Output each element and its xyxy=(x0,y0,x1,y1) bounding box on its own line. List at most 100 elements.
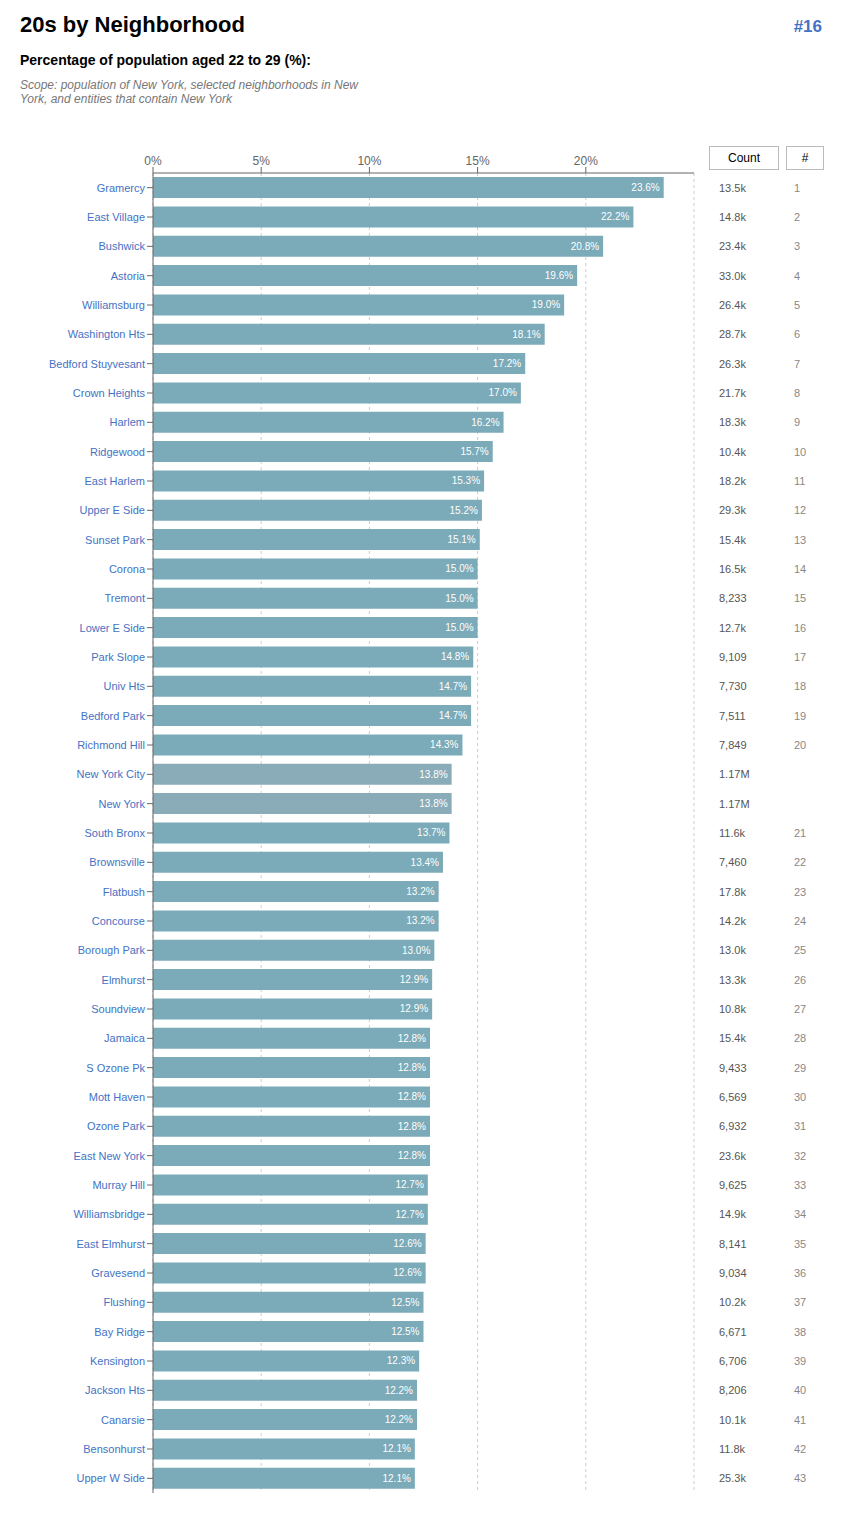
svg-text:14.3%: 14.3% xyxy=(430,739,458,750)
svg-text:East Village: East Village xyxy=(87,211,145,223)
svg-text:8,206: 8,206 xyxy=(719,1384,747,1396)
svg-text:25: 25 xyxy=(794,944,806,956)
svg-text:Ridgewood: Ridgewood xyxy=(90,446,145,458)
svg-text:15.0%: 15.0% xyxy=(445,563,473,574)
svg-text:40: 40 xyxy=(794,1384,806,1396)
svg-text:7,849: 7,849 xyxy=(719,739,747,751)
svg-text:42: 42 xyxy=(794,1443,806,1455)
svg-text:12.3%: 12.3% xyxy=(387,1355,415,1366)
svg-text:Washington Hts: Washington Hts xyxy=(68,328,146,340)
svg-text:23.6%: 23.6% xyxy=(631,182,659,193)
svg-text:8,233: 8,233 xyxy=(719,592,747,604)
svg-text:6,932: 6,932 xyxy=(719,1120,747,1132)
svg-text:5: 5 xyxy=(794,299,800,311)
svg-text:Sunset Park: Sunset Park xyxy=(85,534,145,546)
svg-text:14.7%: 14.7% xyxy=(439,710,467,721)
svg-text:15.7%: 15.7% xyxy=(460,446,488,457)
svg-text:Bushwick: Bushwick xyxy=(99,240,146,252)
svg-text:12.2%: 12.2% xyxy=(385,1414,413,1425)
svg-text:8: 8 xyxy=(794,387,800,399)
svg-text:12.9%: 12.9% xyxy=(400,974,428,985)
svg-text:10%: 10% xyxy=(357,154,381,168)
svg-text:13: 13 xyxy=(794,534,806,546)
svg-text:7: 7 xyxy=(794,358,800,370)
svg-text:Tremont: Tremont xyxy=(104,592,145,604)
svg-text:7,511: 7,511 xyxy=(719,710,746,722)
svg-text:13.4%: 13.4% xyxy=(411,857,439,868)
svg-text:13.0%: 13.0% xyxy=(402,945,430,956)
svg-text:26: 26 xyxy=(794,974,806,986)
svg-text:41: 41 xyxy=(794,1414,806,1426)
svg-text:20: 20 xyxy=(794,739,806,751)
svg-text:18.1%: 18.1% xyxy=(512,329,540,340)
svg-text:East Elmhurst: East Elmhurst xyxy=(77,1238,145,1250)
svg-text:3: 3 xyxy=(794,240,800,252)
svg-text:19: 19 xyxy=(794,710,806,722)
svg-text:12.5%: 12.5% xyxy=(391,1326,419,1337)
svg-text:17.2%: 17.2% xyxy=(493,358,521,369)
svg-text:33.0k: 33.0k xyxy=(719,270,746,282)
svg-text:15.3%: 15.3% xyxy=(452,475,480,486)
svg-text:9: 9 xyxy=(794,416,800,428)
svg-text:2: 2 xyxy=(794,211,800,223)
svg-text:10: 10 xyxy=(794,446,806,458)
svg-text:18.3k: 18.3k xyxy=(719,416,746,428)
svg-text:20.8%: 20.8% xyxy=(571,241,599,252)
svg-text:26.4k: 26.4k xyxy=(719,299,746,311)
svg-text:35: 35 xyxy=(794,1238,806,1250)
svg-text:10.8k: 10.8k xyxy=(719,1003,746,1015)
svg-text:South Bronx: South Bronx xyxy=(84,827,145,839)
svg-text:7,730: 7,730 xyxy=(719,680,747,692)
svg-text:15.0%: 15.0% xyxy=(445,622,473,633)
svg-text:30: 30 xyxy=(794,1091,806,1103)
svg-text:11.6k: 11.6k xyxy=(719,827,746,839)
svg-text:12.7k: 12.7k xyxy=(719,622,746,634)
svg-text:17.0%: 17.0% xyxy=(489,387,517,398)
svg-text:18: 18 xyxy=(794,680,806,692)
svg-text:14.8%: 14.8% xyxy=(441,651,469,662)
svg-text:12.8%: 12.8% xyxy=(398,1121,426,1132)
svg-text:8,141: 8,141 xyxy=(719,1238,747,1250)
svg-text:Bay Ridge: Bay Ridge xyxy=(94,1326,145,1338)
svg-text:10.2k: 10.2k xyxy=(719,1296,746,1308)
svg-text:9,109: 9,109 xyxy=(719,651,747,663)
svg-text:14.2k: 14.2k xyxy=(719,915,746,927)
svg-text:14.8k: 14.8k xyxy=(719,211,746,223)
svg-text:Soundview: Soundview xyxy=(91,1003,145,1015)
svg-text:7,460: 7,460 xyxy=(719,856,747,868)
svg-text:15.2%: 15.2% xyxy=(450,505,478,516)
svg-text:13.8%: 13.8% xyxy=(419,798,447,809)
svg-text:32: 32 xyxy=(794,1150,806,1162)
svg-text:Flatbush: Flatbush xyxy=(103,886,145,898)
svg-text:12.6%: 12.6% xyxy=(393,1267,421,1278)
svg-text:39: 39 xyxy=(794,1355,806,1367)
svg-text:23.6k: 23.6k xyxy=(719,1150,746,1162)
svg-text:1: 1 xyxy=(794,182,800,194)
svg-text:12.7%: 12.7% xyxy=(395,1179,423,1190)
svg-text:Elmhurst: Elmhurst xyxy=(102,974,145,986)
svg-text:Murray Hill: Murray Hill xyxy=(92,1179,145,1191)
svg-text:15.1%: 15.1% xyxy=(447,534,475,545)
svg-text:Flushing: Flushing xyxy=(103,1296,145,1308)
svg-text:12.7%: 12.7% xyxy=(395,1209,423,1220)
svg-text:16.2%: 16.2% xyxy=(471,417,499,428)
svg-text:9,433: 9,433 xyxy=(719,1062,747,1074)
svg-text:Richmond Hill: Richmond Hill xyxy=(77,739,145,751)
svg-text:4: 4 xyxy=(794,270,800,282)
svg-text:15.0%: 15.0% xyxy=(445,593,473,604)
svg-text:Jackson Hts: Jackson Hts xyxy=(85,1384,145,1396)
svg-text:1.17M: 1.17M xyxy=(719,798,750,810)
svg-text:Astoria: Astoria xyxy=(111,270,146,282)
svg-text:10.4k: 10.4k xyxy=(719,446,746,458)
svg-text:16.5k: 16.5k xyxy=(719,563,746,575)
svg-text:22: 22 xyxy=(794,856,806,868)
svg-text:Gramercy: Gramercy xyxy=(97,182,146,194)
svg-text:Upper E Side: Upper E Side xyxy=(80,504,145,516)
svg-text:Bedford Stuyvesant: Bedford Stuyvesant xyxy=(49,358,145,370)
svg-text:28: 28 xyxy=(794,1032,806,1044)
svg-text:13.2%: 13.2% xyxy=(406,886,434,897)
svg-text:13.7%: 13.7% xyxy=(417,827,445,838)
svg-text:14.9k: 14.9k xyxy=(719,1208,746,1220)
svg-text:15.4k: 15.4k xyxy=(719,1032,746,1044)
svg-text:Williamsburg: Williamsburg xyxy=(82,299,145,311)
